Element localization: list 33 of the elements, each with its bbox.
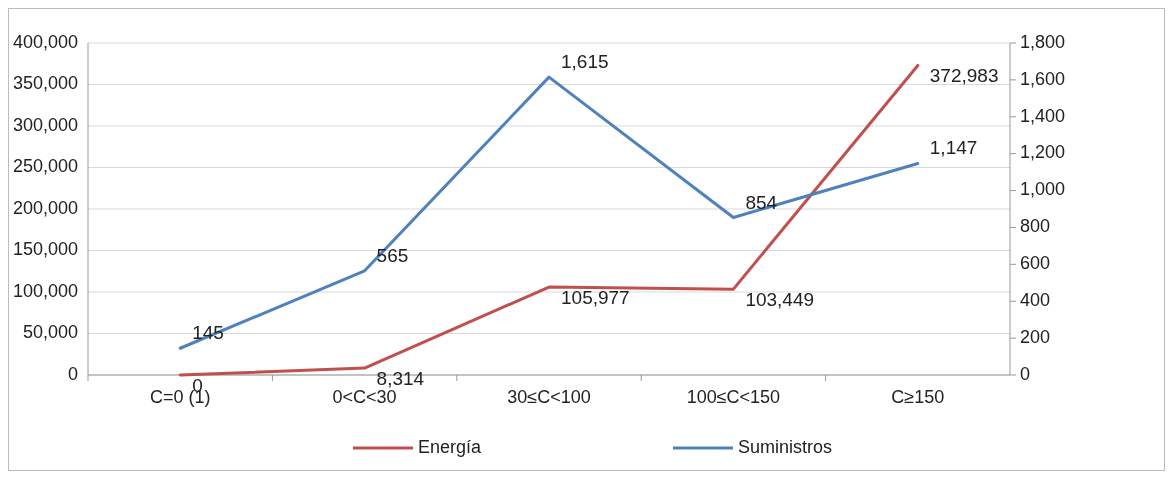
data-label: 854 bbox=[745, 191, 778, 213]
y-tick-label: 300,000 bbox=[12, 114, 78, 135]
data-label: 1,615 bbox=[561, 51, 609, 73]
y2-tick-label: 1,600 bbox=[1020, 68, 1066, 89]
y2-tick-label: 1,200 bbox=[1020, 142, 1066, 163]
data-label: 565 bbox=[376, 244, 409, 266]
x-tick-label: 0<C<30 bbox=[332, 387, 397, 407]
data-label: 105,977 bbox=[561, 287, 630, 309]
legend-label: Suministros bbox=[738, 436, 833, 457]
y2-tick-label: 400 bbox=[1020, 289, 1051, 310]
legend-label: Energía bbox=[418, 436, 483, 457]
y2-tick-label: 200 bbox=[1020, 326, 1051, 347]
y2-tick-label: 1,400 bbox=[1020, 105, 1066, 126]
data-label: 372,983 bbox=[929, 65, 999, 87]
data-label: 1,147 bbox=[929, 137, 978, 159]
y-tick-label: 400,000 bbox=[12, 31, 78, 52]
y-tick-label: 0 bbox=[67, 363, 78, 384]
data-label: 103,449 bbox=[745, 289, 815, 311]
x-tick-label: 30≤C<100 bbox=[507, 387, 591, 407]
y-tick-label: 150,000 bbox=[12, 239, 78, 260]
data-label: 8,314 bbox=[376, 368, 425, 390]
y-tick-label: 250,000 bbox=[12, 156, 78, 177]
y2-tick-label: 0 bbox=[1020, 363, 1031, 384]
y2-tick-label: 800 bbox=[1020, 216, 1051, 237]
y2-tick-label: 600 bbox=[1020, 253, 1051, 274]
y-tick-label: 100,000 bbox=[12, 280, 78, 301]
y2-tick-label: 1,000 bbox=[1020, 179, 1066, 200]
x-tick-label: C≥150 bbox=[891, 387, 945, 407]
y-tick-label: 350,000 bbox=[12, 73, 78, 94]
y2-tick-label: 1,800 bbox=[1020, 31, 1066, 52]
y-tick-label: 200,000 bbox=[12, 197, 78, 218]
y-tick-label: 50,000 bbox=[22, 322, 78, 343]
x-tick-label: 100≤C<150 bbox=[686, 387, 781, 407]
